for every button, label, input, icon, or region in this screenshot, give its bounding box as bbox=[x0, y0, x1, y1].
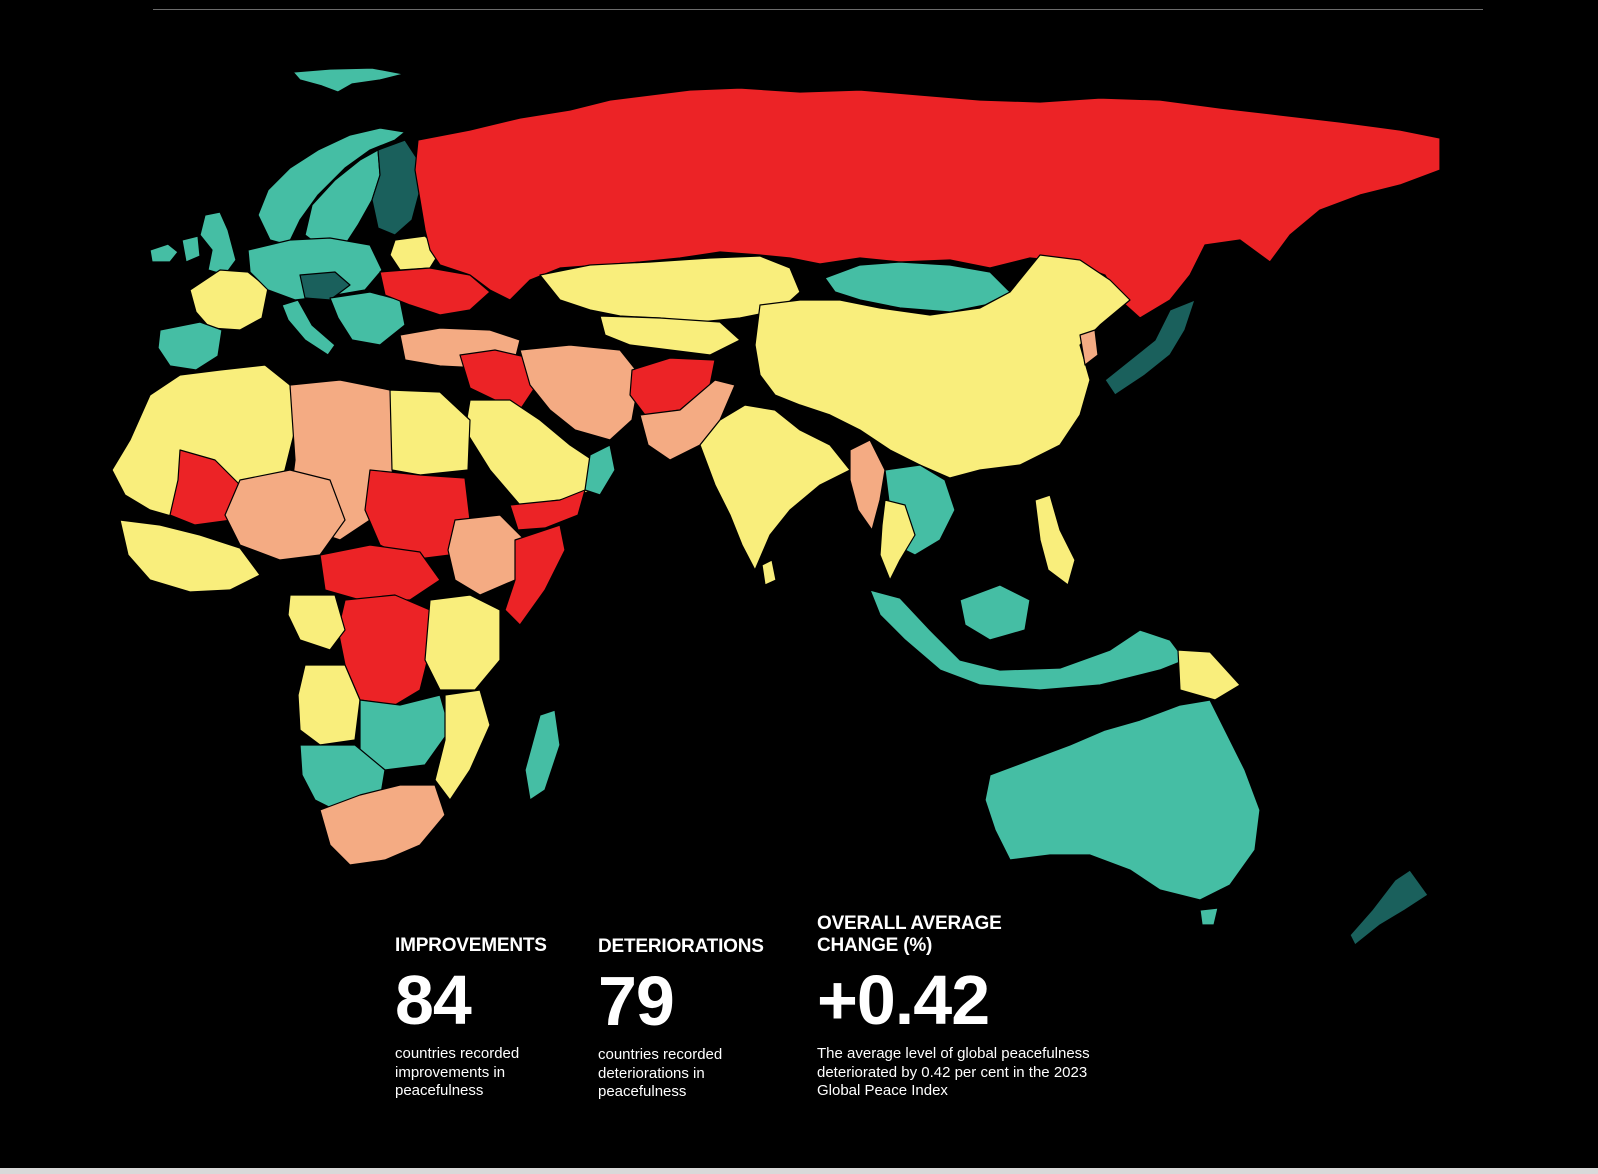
overall-value: +0.42 bbox=[817, 961, 990, 1039]
region-madagascar bbox=[524, 709, 561, 801]
region-thailand bbox=[879, 499, 916, 581]
region-ireland bbox=[181, 235, 201, 263]
top-rule bbox=[153, 9, 1483, 10]
improvements-value: 84 bbox=[395, 961, 472, 1039]
region-australia bbox=[984, 699, 1261, 901]
region-tasmania bbox=[1199, 907, 1219, 926]
region-drc bbox=[337, 594, 431, 706]
region-east-africa bbox=[424, 594, 501, 691]
region-balkans bbox=[329, 291, 406, 346]
overall-title: OVERALL AVERAGE CHANGE (%) bbox=[817, 913, 1002, 956]
region-ethiopia bbox=[447, 514, 526, 596]
region-iberia bbox=[157, 321, 223, 371]
region-somalia bbox=[504, 524, 566, 626]
deteriorations-title: DETERIORATIONS bbox=[598, 936, 764, 957]
deteriorations-value: 79 bbox=[598, 962, 675, 1040]
stat-overall-change: OVERALL AVERAGE CHANGE (%) +0.42 The ave… bbox=[817, 913, 1107, 1101]
improvements-description: countries recorded improvements in peace… bbox=[395, 1045, 520, 1099]
region-india bbox=[699, 404, 851, 571]
region-norway bbox=[257, 127, 406, 246]
region-angola bbox=[297, 664, 361, 746]
improvements-title: IMPROVEMENTS bbox=[395, 935, 547, 956]
region-russia bbox=[414, 87, 1441, 319]
region-france bbox=[189, 269, 269, 331]
region-zambia-zimbabwe bbox=[359, 694, 451, 771]
region-central-asia bbox=[599, 315, 741, 356]
region-borneo bbox=[959, 584, 1031, 641]
region-austria-hungary bbox=[299, 271, 351, 301]
region-car-south-sudan bbox=[319, 544, 441, 601]
region-italy bbox=[281, 299, 336, 356]
region-philippines bbox=[1034, 494, 1076, 586]
region-sri-lanka bbox=[761, 559, 777, 586]
region-japan bbox=[1104, 299, 1196, 396]
region-mozambique bbox=[434, 689, 491, 801]
region-korea bbox=[1079, 329, 1099, 366]
region-greenland bbox=[292, 67, 405, 93]
region-iran bbox=[519, 344, 641, 441]
region-ukraine bbox=[379, 267, 491, 316]
region-china bbox=[754, 254, 1131, 479]
region-mali bbox=[169, 449, 246, 526]
bottom-bar bbox=[0, 1168, 1598, 1174]
region-new-zealand bbox=[1349, 869, 1429, 946]
region-syria-iraq bbox=[459, 349, 541, 411]
region-gabon-congo bbox=[287, 594, 346, 651]
stat-improvements: IMPROVEMENTS 84 countries recorded impro… bbox=[395, 935, 585, 1101]
region-finland bbox=[371, 139, 421, 236]
region-uk bbox=[199, 211, 237, 276]
overall-description: The average level of global peacefulness… bbox=[817, 1045, 1090, 1099]
stat-deteriorations: DETERIORATIONS 79 countries recorded det… bbox=[598, 936, 788, 1102]
region-iceland bbox=[149, 243, 179, 263]
region-south-africa bbox=[319, 784, 446, 866]
region-myanmar bbox=[849, 439, 886, 531]
region-west-africa-coast bbox=[119, 519, 261, 593]
region-yemen bbox=[509, 489, 586, 531]
region-sahel bbox=[224, 469, 346, 561]
region-oman bbox=[584, 444, 616, 496]
region-papua-new-guinea bbox=[1177, 649, 1241, 701]
region-egypt bbox=[389, 389, 471, 476]
deteriorations-description: countries recorded deteriorations in pea… bbox=[598, 1046, 723, 1100]
